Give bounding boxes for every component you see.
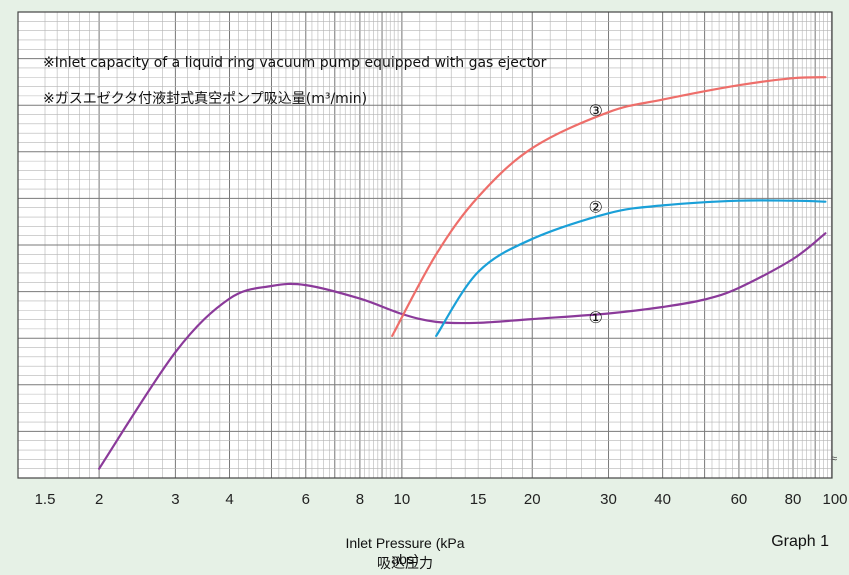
- x-tick-label: 8: [356, 491, 364, 508]
- x-tick-label: 2: [95, 491, 103, 508]
- x-axis-title-japanese: 吸込圧力: [377, 555, 433, 571]
- series-group: ① ② ③: [98, 76, 827, 470]
- x-tick-labels: 1.5 2 3 4 6 8 10 15 20 30 40 60 80 100: [35, 491, 848, 508]
- x-tick-label: 20: [524, 491, 541, 508]
- x-tick-label: 4: [225, 491, 233, 508]
- series-line-2: [435, 199, 827, 337]
- x-tick-label: 15: [470, 491, 487, 508]
- x-tick-label: 30: [600, 491, 617, 508]
- graph-label: Graph 1: [771, 533, 829, 550]
- note-english: ※Inlet capacity of a liquid ring vacuum …: [43, 55, 547, 71]
- series-line-1: [98, 232, 827, 470]
- x-tick-label: 40: [654, 491, 671, 508]
- x-tick-label: 80: [785, 491, 802, 508]
- plot-border: [17, 11, 833, 479]
- x-tick-label: 10: [394, 491, 411, 508]
- x-axis-title: Inlet Pressure (kPa abs): [345, 535, 465, 567]
- series-line-3: [391, 76, 827, 337]
- x-tick-label: 100: [822, 491, 847, 508]
- x-tick-label: 60: [731, 491, 748, 508]
- x-tick-label: 3: [171, 491, 179, 508]
- series-label-2: ②: [589, 197, 603, 216]
- x-tick-label: 6: [302, 491, 310, 508]
- series-label-3: ③: [589, 101, 603, 120]
- axis-break-mark: ≈: [831, 453, 837, 465]
- series-label-1: ①: [589, 308, 603, 327]
- x-tick-label: 1.5: [35, 491, 56, 508]
- note-japanese: ※ガスエゼクタ付液封式真空ポンプ吸込量(m³/min): [43, 91, 367, 107]
